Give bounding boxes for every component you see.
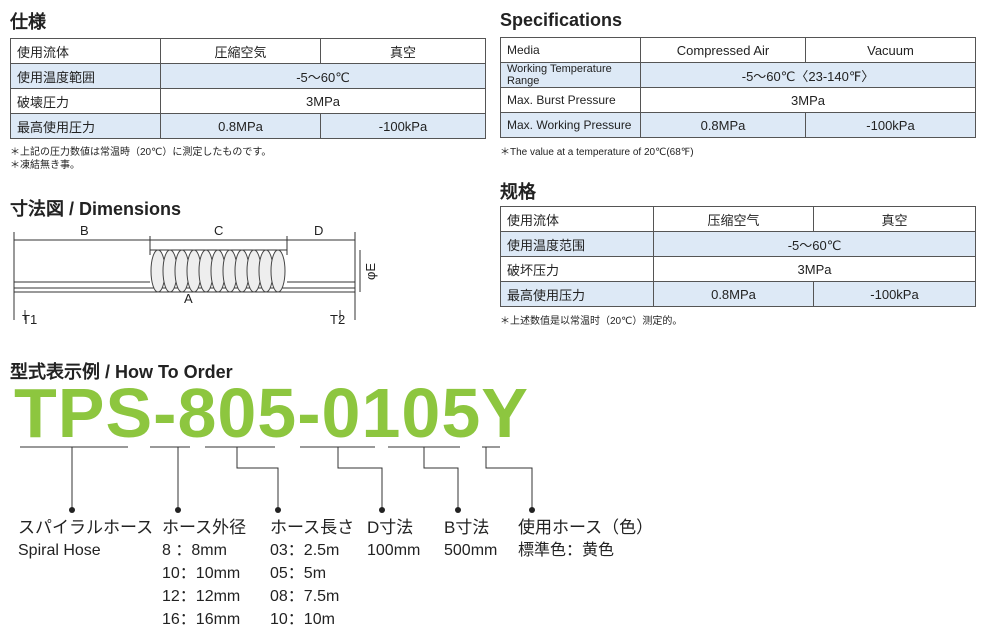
table-cell: 破坏压力	[500, 256, 654, 282]
table-cell: 压缩空气	[653, 206, 814, 232]
table-cell: -100kPa	[805, 112, 976, 138]
note-line: ＊凍結無き事。	[10, 160, 80, 171]
table-cell: Working Temperature Range	[500, 62, 641, 88]
table-cell: 破壊圧力	[10, 88, 161, 114]
table-cell: 使用温度範囲	[10, 63, 161, 89]
dim-label: B	[80, 223, 89, 238]
column-line: Spiral Hose	[18, 542, 101, 559]
table-cell: Max. Working Pressure	[500, 112, 641, 138]
order-column: D寸法 100mm	[367, 516, 420, 562]
table-cell: -5～60℃	[160, 63, 486, 89]
dim-label: T2	[330, 312, 345, 327]
table-cell: -100kPa	[320, 113, 486, 139]
dimension-drawing: B C D A T1 T2 φE	[13, 223, 378, 327]
table-cell: 真空	[320, 38, 486, 64]
dim-label: A	[184, 291, 193, 306]
en-notes: ＊The value at a temperature of 20℃(68℉)	[500, 146, 694, 159]
table-cell: Compressed Air	[640, 37, 806, 63]
note-line: ＊上記の圧力数値は常温時（20℃）に測定したものです。	[10, 147, 272, 158]
column-heading: 使用ホース（色）	[518, 518, 654, 537]
table-cell: 0.8MPa	[160, 113, 321, 139]
table-row: Max. Working Pressure 0.8MPa -100kPa	[500, 112, 976, 138]
column-line: 100mm	[367, 542, 421, 559]
table-row: 最高使用圧力 0.8MPa -100kPa	[10, 113, 486, 139]
table-cell: 最高使用圧力	[10, 113, 161, 139]
dim-label: φE	[363, 263, 378, 280]
jp-notes: ＊上記の圧力数値は常温時（20℃）に測定したものです。 ＊凍結無き事。	[10, 146, 271, 172]
table-row: 使用温度范围 -5～60℃	[500, 231, 976, 257]
jp-title: 仕様	[10, 12, 46, 32]
dim-label: D	[314, 223, 323, 238]
table-cell: Vacuum	[805, 37, 976, 63]
column-heading: ホース外径	[162, 518, 247, 537]
table-cell: 0.8MPa	[640, 112, 806, 138]
table-cell: 使用温度范围	[500, 231, 654, 257]
column-line: 10：10mm	[162, 565, 241, 582]
en-table: Media Compressed Air Vacuum Working Tempera…	[500, 37, 976, 138]
table-cell: 最高使用压力	[500, 281, 654, 307]
table-cell: 圧縮空気	[160, 38, 321, 64]
table-row: Media Compressed Air Vacuum	[500, 37, 976, 63]
note-line: ＊上述数值是以常温时（20℃）测定的。	[500, 316, 683, 327]
table-cell: -100kPa	[813, 281, 976, 307]
table-cell: Max. Burst Pressure	[500, 87, 641, 113]
column-line: 8 ：8mm	[162, 542, 227, 559]
column-line: 03：2.5m	[270, 542, 340, 559]
column-line: 10：10m	[270, 611, 335, 628]
table-row: 使用流体 压缩空气 真空	[500, 206, 976, 232]
order-column: ホース長さ 03：2.5m 05：5m 08：7.5m 10：10m	[270, 516, 354, 631]
table-row: 最高使用压力 0.8MPa -100kPa	[500, 281, 976, 307]
jp-table: 使用流体 圧縮空気 真空 使用温度範囲 -5～60℃ 破壊圧力 3MPa 最高使用圧力 0.8M…	[10, 38, 486, 139]
order-title: 型式表示例 / How To Order	[10, 362, 233, 382]
table-row: 破坏压力 3MPa	[500, 256, 976, 282]
table-cell: 真空	[813, 206, 976, 232]
table-cell: 0.8MPa	[653, 281, 814, 307]
table-row: 使用流体 圧縮空気 真空	[10, 38, 486, 64]
column-heading: ホース長さ	[270, 518, 355, 537]
column-line: 標準色：黄色	[518, 542, 615, 559]
table-cell: 3MPa	[653, 256, 976, 282]
column-line: 08：7.5m	[270, 588, 340, 605]
cn-table: 使用流体 压缩空气 真空 使用温度范围 -5～60℃ 破坏压力 3MPa 最高使用压力 0.8M…	[500, 206, 976, 307]
column-heading: D寸法	[367, 518, 414, 537]
cn-title: 规格	[500, 182, 536, 202]
table-cell: 使用流体	[10, 38, 161, 64]
cn-notes: ＊上述数值是以常温时（20℃）测定的。	[500, 315, 682, 328]
model-code: TPS-805-0105Y	[14, 374, 529, 452]
code-connectors	[20, 446, 535, 513]
column-line: 12：12mm	[162, 588, 241, 605]
table-row: Working Temperature Range -5～60℃〈23-140℉〉	[500, 62, 976, 88]
note-line: ＊The value at a temperature of 20℃(68℉)	[500, 147, 694, 158]
dim-title: 寸法図 / Dimensions	[10, 199, 182, 219]
table-row: 使用温度範囲 -5～60℃	[10, 63, 486, 89]
table-row: Max. Burst Pressure 3MPa	[500, 87, 976, 113]
column-line: 500mm	[444, 542, 498, 559]
column-heading: B寸法	[444, 518, 490, 537]
column-line: 05：5m	[270, 565, 327, 582]
table-cell: Media	[500, 37, 641, 63]
column-line: 16：16mm	[162, 611, 241, 628]
column-heading: スパイラルホース	[18, 518, 154, 537]
table-cell: 3MPa	[160, 88, 486, 114]
table-cell: 使用流体	[500, 206, 654, 232]
table-cell: 3MPa	[640, 87, 976, 113]
en-title: Specifications	[500, 10, 623, 30]
table-row: 破壊圧力 3MPa	[10, 88, 486, 114]
order-column: 使用ホース（色） 標準色：黄色	[518, 516, 653, 562]
order-column: B寸法 500mm	[444, 516, 497, 562]
order-column: スパイラルホース Spiral Hose	[18, 516, 153, 562]
dim-label: T1	[22, 312, 37, 327]
table-cell: -5～60℃	[653, 231, 976, 257]
order-column: ホース外径 8 ：8mm 10：10mm 12：12mm 16：16mm	[162, 516, 246, 631]
dim-label: C	[214, 223, 223, 238]
table-cell: -5～60℃〈23-140℉〉	[640, 62, 976, 88]
